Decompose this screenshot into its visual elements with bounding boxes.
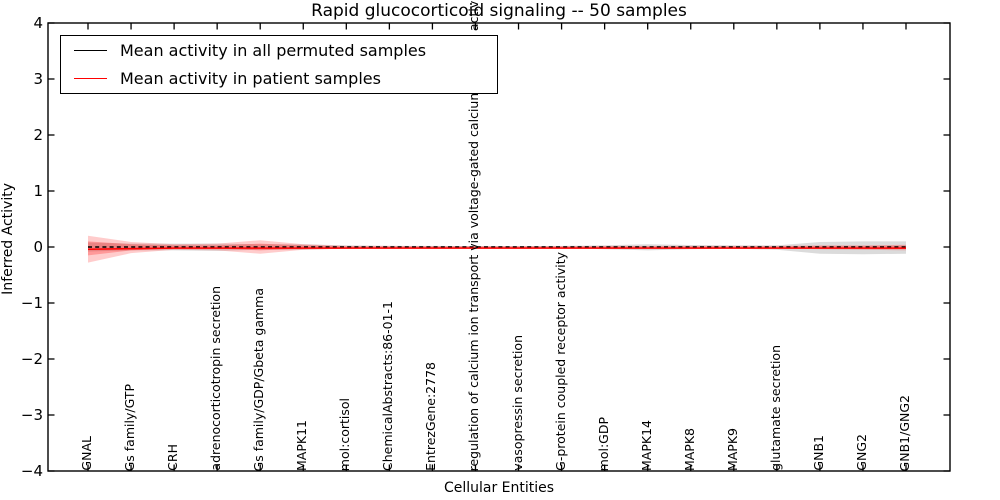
- x-tick-label: GNG2: [853, 434, 869, 471]
- x-tick-label: MAPK9: [724, 427, 740, 471]
- mean-lines: [87, 246, 906, 251]
- y-tick-label: −1: [20, 294, 43, 312]
- y-tick-label: −2: [20, 350, 43, 368]
- permuted-line-sample: [74, 49, 107, 51]
- y-tick-label: −3: [20, 406, 43, 424]
- legend-box: Mean activity in all permuted samples Me…: [60, 35, 498, 94]
- patient-line-sample: [74, 78, 107, 80]
- x-tick-label: CRH: [165, 444, 181, 471]
- y-tick-label: 2: [33, 126, 43, 144]
- x-tick-label: Gs family/GTP: [122, 383, 138, 471]
- x-tick-label: Gs family/GDP/Gbeta gamma: [251, 287, 267, 471]
- legend-entry-patient: Mean activity in patient samples: [61, 65, 497, 93]
- x-tick-label: EntrezGene:2778: [423, 362, 439, 471]
- x-tick-label: vasopressin secretion: [509, 335, 525, 471]
- chart-title: Rapid glucocorticoid signaling -- 50 sam…: [311, 1, 687, 21]
- y-axis-label: Inferred Activity: [0, 183, 16, 295]
- x-tick-label: adrenocorticotropin secretion: [208, 286, 224, 471]
- x-tick-label: MAPK14: [638, 420, 654, 471]
- axes-frame: [47, 22, 951, 472]
- confidence-bands: [88, 235, 906, 263]
- x-tick-label: MAPK8: [681, 427, 697, 471]
- x-tick-label: GNB1: [810, 435, 826, 471]
- x-tick-label: GNAL: [79, 436, 94, 471]
- y-tick-label: 4: [33, 14, 43, 32]
- x-tick-label: ChemicalAbstracts:86-01-1: [380, 301, 396, 471]
- x-tick-label: GNB1/GNG2: [897, 394, 912, 471]
- legend-entry-permuted: Mean activity in all permuted samples: [61, 36, 497, 64]
- x-tick-label: G-protein coupled receptor activity: [552, 252, 568, 471]
- x-axis-label: Cellular Entities: [443, 480, 555, 496]
- x-tick-label: mol:cortisol: [337, 397, 353, 471]
- legend-label-permuted: Mean activity in all permuted samples: [120, 40, 427, 60]
- legend-label-patient: Mean activity in patient samples: [120, 69, 381, 89]
- x-tick-label: glutamate secretion: [767, 345, 783, 471]
- y-tick-label: 0: [33, 238, 43, 256]
- y-tick-label: −4: [20, 462, 43, 480]
- x-tick-label: MAPK11: [294, 420, 310, 471]
- y-tick-label: 1: [33, 182, 43, 200]
- x-tick-label: mol:GDP: [595, 416, 611, 471]
- y-tick-label: 3: [33, 70, 43, 88]
- patient-std-band-outer: [88, 235, 906, 263]
- patient-mean-line: [87, 247, 906, 251]
